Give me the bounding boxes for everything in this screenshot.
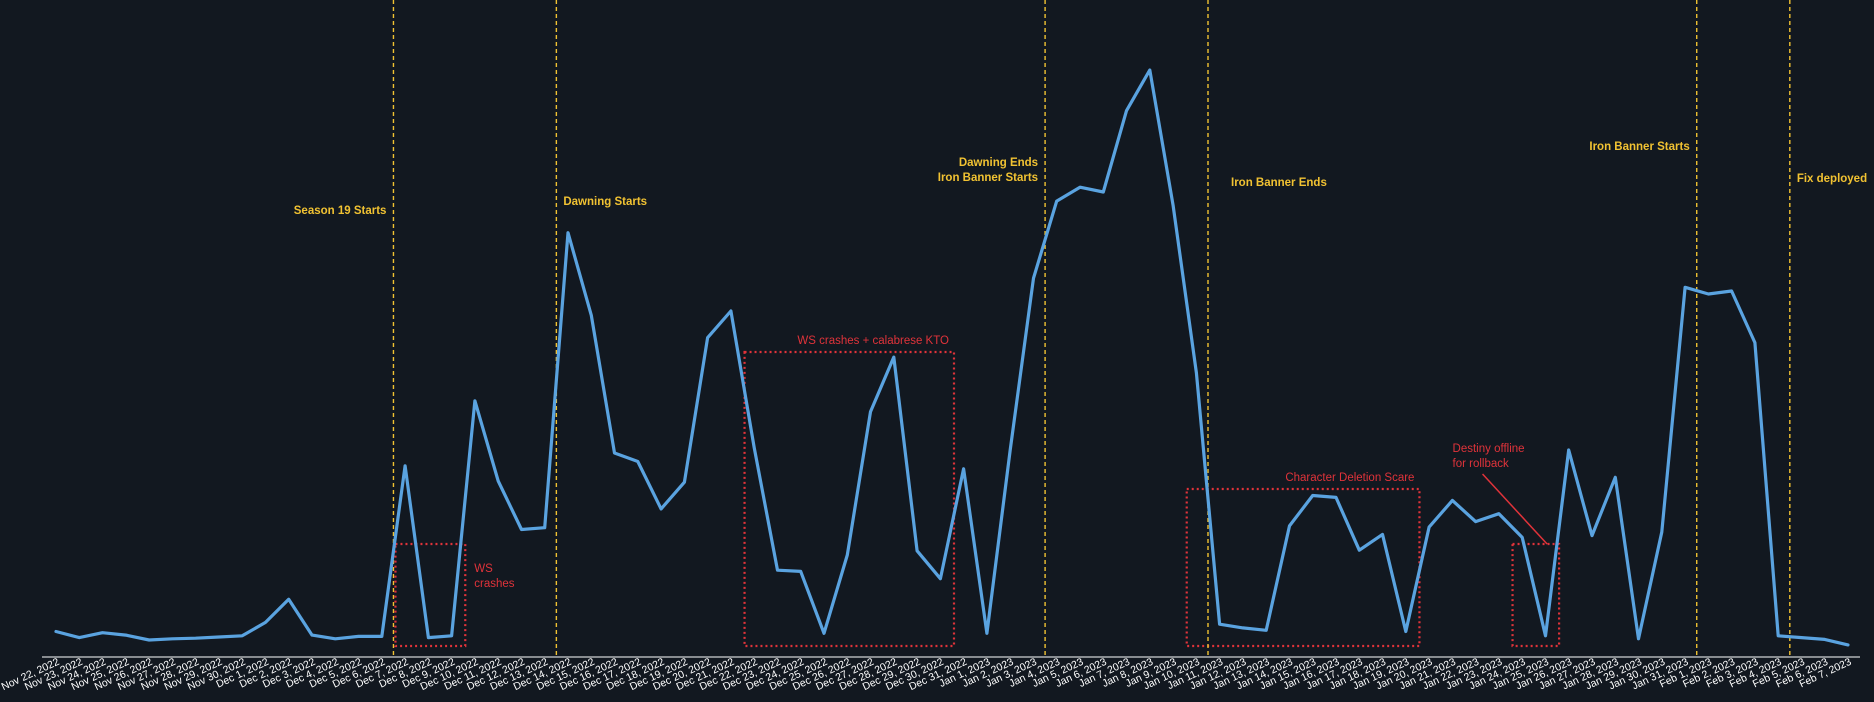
event-label: Iron Banner Starts [1589, 141, 1689, 153]
annotation-arrow [1481, 473, 1548, 545]
annotation-label: for rollback [1453, 458, 1509, 470]
event-label: Season 19 Starts [294, 205, 387, 217]
event-label: Dawning Starts [563, 196, 647, 208]
series-layer [54, 68, 1850, 647]
annotation-label: WS crashes + calabrese KTO [797, 335, 949, 347]
annotation-label: Destiny offline [1453, 443, 1525, 455]
series-line [54, 68, 1850, 647]
annotation-label: crashes [474, 578, 515, 590]
annotation-label: WS [474, 563, 493, 575]
event-label: Dawning Ends [959, 157, 1038, 169]
event-label: Fix deployed [1797, 173, 1867, 185]
annotation-box [1511, 542, 1561, 648]
event-label: Iron Banner Starts [938, 172, 1038, 184]
event-layer: Season 19 Starts Dawning Starts Dawning En… [294, 0, 1867, 657]
annotation-box [394, 542, 467, 648]
annotation-box [743, 350, 956, 648]
annotation-label: Character Deletion Scare [1285, 472, 1414, 484]
annotation-layer: WS crashes WS crashes + calabrese KTO Chara… [394, 335, 1561, 648]
event-label: Iron Banner Ends [1231, 177, 1327, 189]
